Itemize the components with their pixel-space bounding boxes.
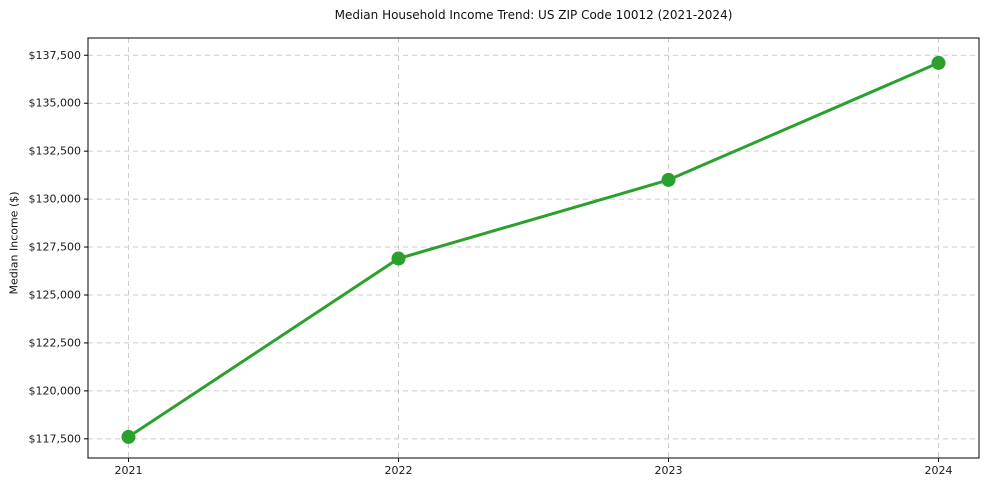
y-tick-label: $127,500 <box>29 241 82 254</box>
data-point-2023 <box>661 172 676 187</box>
x-tick-label: 2024 <box>925 464 953 477</box>
x-tick-label: 2022 <box>385 464 413 477</box>
data-point-2021 <box>121 429 136 444</box>
y-tick-label: $117,500 <box>29 432 82 445</box>
y-tick-label: $120,000 <box>29 384 82 397</box>
x-tick-label: 2023 <box>655 464 683 477</box>
y-tick-label: $132,500 <box>29 145 82 158</box>
data-point-2022 <box>391 251 406 266</box>
trend-line <box>127 61 940 439</box>
y-tick-label: $122,500 <box>29 336 82 349</box>
x-tick-label: 2021 <box>115 464 143 477</box>
chart-title: Median Household Income Trend: US ZIP Co… <box>334 8 733 22</box>
plot-background <box>88 38 979 458</box>
y-tick-label: $137,500 <box>29 49 82 62</box>
axis-spine <box>87 37 980 459</box>
y-tick-label: $135,000 <box>29 97 82 110</box>
y-tick-label: $130,000 <box>29 193 82 206</box>
y-tick-label: $125,000 <box>29 288 82 301</box>
data-point-2024 <box>931 55 946 70</box>
